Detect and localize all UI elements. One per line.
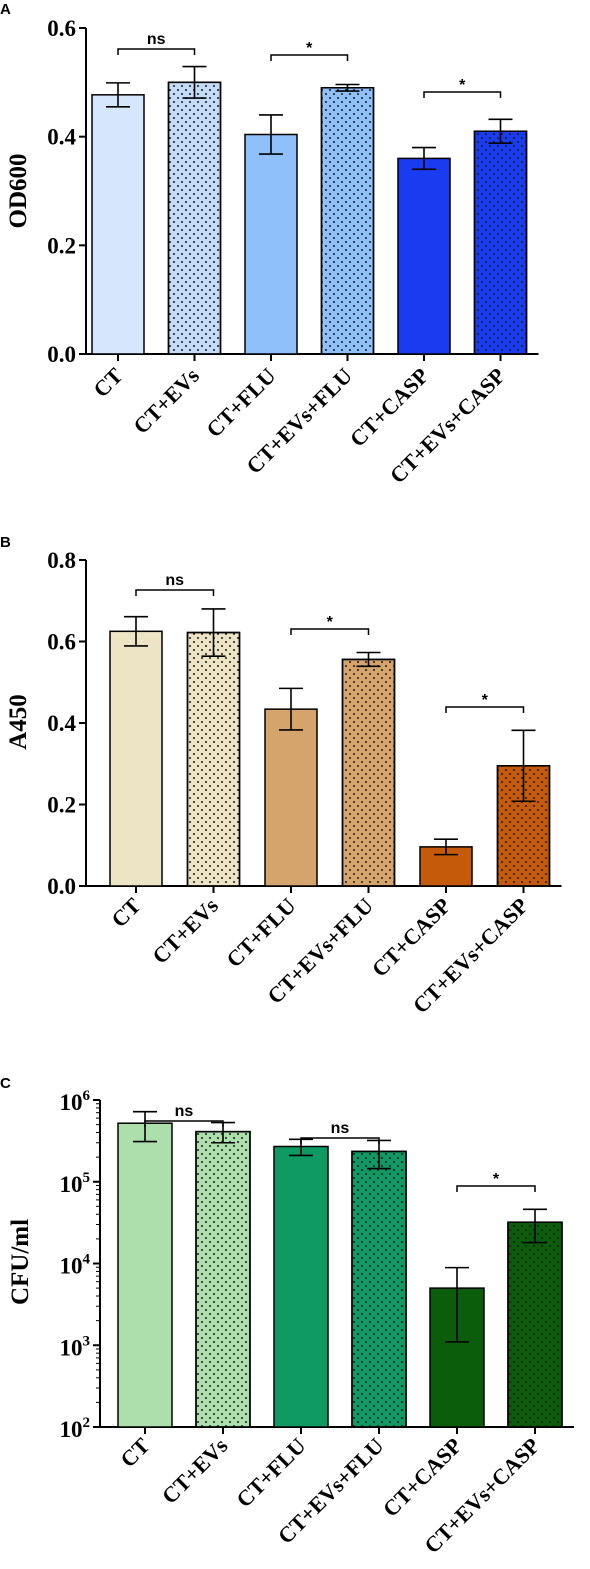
y-tick-label: 0.0 — [47, 342, 76, 367]
y-tick-label: 0.8 — [47, 548, 76, 573]
significance-bracket — [423, 91, 502, 98]
significance-label: * — [306, 40, 313, 57]
significance-label: * — [482, 692, 489, 709]
significance-bracket — [117, 48, 196, 55]
significance-bracket — [144, 1120, 224, 1127]
bar-pattern-2 — [186, 631, 241, 887]
significance-label: * — [327, 614, 334, 631]
y-tick-label: 0.0 — [47, 874, 76, 899]
significance-bracket — [445, 706, 525, 713]
bar-1 — [91, 94, 145, 355]
bar-1 — [109, 630, 163, 887]
y-tick-label: 102 — [60, 1415, 91, 1442]
significance-label: * — [459, 77, 466, 94]
bar-pattern-4 — [341, 658, 396, 887]
significance-label: ns — [147, 31, 166, 48]
panel-a-letter: A — [0, 1, 11, 18]
y-tick-label: 0.4 — [47, 125, 76, 150]
y-tick-label: 104 — [60, 1252, 91, 1279]
y-axis-label: OD600 — [5, 154, 32, 229]
bar-pattern-4 — [320, 87, 375, 355]
bar-3 — [273, 1145, 329, 1428]
x-tick-label: CT+FLU — [221, 893, 300, 972]
bar-3 — [264, 708, 318, 887]
y-tick-label: 0.4 — [47, 711, 76, 736]
y-tick-label: 0.2 — [47, 793, 76, 818]
y-tick-label: 106 — [60, 1088, 91, 1115]
significance-label: * — [493, 1171, 500, 1188]
y-tick-label: 0.6 — [47, 630, 76, 655]
x-tick-label: CT+EVs — [157, 1433, 233, 1509]
x-tick-label: CT+EVs — [128, 363, 204, 439]
significance-bracket — [290, 628, 370, 635]
x-tick-label: CT — [106, 893, 146, 933]
x-tick-label: CT — [115, 1433, 155, 1473]
bar-5 — [397, 157, 451, 355]
significance-bracket — [135, 589, 215, 596]
significance-label: ns — [331, 1120, 350, 1137]
panel-b-letter: B — [0, 534, 11, 551]
significance-bracket — [300, 1137, 380, 1144]
significance-bracket — [456, 1185, 536, 1192]
bar-pattern-6 — [507, 1221, 563, 1428]
significance-bracket — [270, 54, 349, 61]
y-tick-label: 103 — [60, 1333, 91, 1360]
y-tick-label: 105 — [60, 1170, 91, 1197]
x-tick-label: CT — [88, 363, 128, 403]
bar-1 — [117, 1122, 173, 1428]
y-axis-label: CFU/ml — [7, 1219, 34, 1305]
bar-pattern-6 — [473, 130, 528, 355]
significance-label: ns — [165, 572, 184, 589]
x-tick-label: CT+FLU — [201, 363, 280, 442]
bar-3 — [244, 133, 298, 355]
x-tick-label: CT+FLU — [231, 1433, 310, 1512]
panel-c-letter: C — [0, 1075, 11, 1092]
y-axis-label: A450 — [5, 694, 32, 750]
bar-pattern-2 — [167, 81, 222, 355]
bar-pattern-4 — [351, 1150, 407, 1428]
y-tick-label: 0.6 — [47, 16, 76, 41]
bar-pattern-2 — [195, 1130, 251, 1428]
x-tick-label: CT+EVs — [147, 893, 223, 969]
y-tick-label: 0.2 — [47, 233, 76, 258]
significance-label: ns — [175, 1103, 194, 1120]
